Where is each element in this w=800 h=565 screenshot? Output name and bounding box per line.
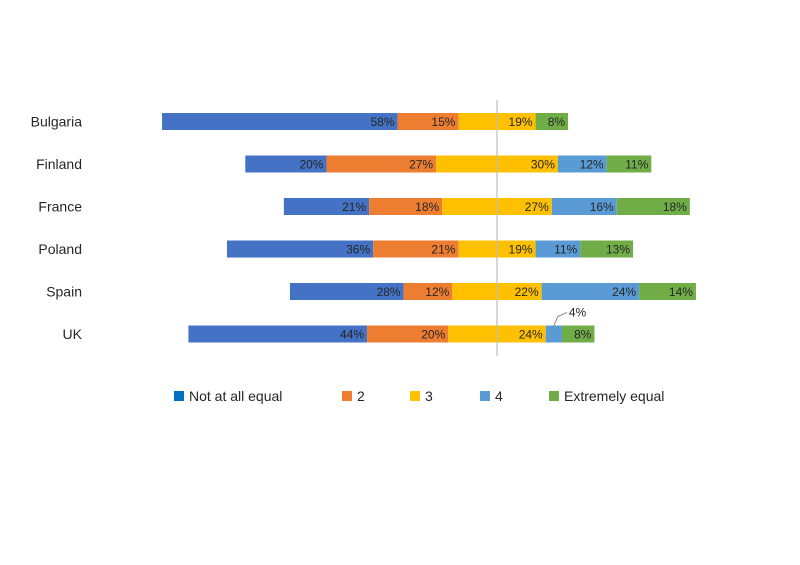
bar-france-series-4: [551, 198, 617, 215]
bar-france-series-2: [369, 198, 443, 215]
value-label-poland-series-5: 13%: [606, 243, 630, 257]
bar-finland-series-1: [245, 155, 327, 173]
callout-label-uk: 4%: [569, 306, 587, 320]
value-label-france-series-1: 21%: [342, 200, 366, 214]
category-label-france: France: [38, 199, 82, 215]
value-label-france-series-2: 18%: [415, 200, 439, 214]
bar-poland-series-4: [535, 240, 581, 258]
bar-uk-series-2: [367, 325, 449, 343]
bar-finland-series-5: [606, 155, 652, 173]
category-label-bulgaria: Bulgaria: [31, 114, 83, 130]
legend-swatch-1: [174, 391, 184, 401]
category-label-spain: Spain: [46, 284, 82, 300]
legend-label-3: 3: [425, 388, 433, 404]
value-label-bulgaria-series-3: 19%: [509, 115, 533, 129]
callout-leader-uk: [553, 312, 568, 326]
bar-uk-series-1: [188, 325, 368, 343]
category-label-uk: UK: [63, 326, 83, 342]
value-label-uk-series-5: 8%: [574, 328, 592, 342]
legend-label-4: 4: [495, 388, 503, 404]
value-label-poland-series-4: 11%: [554, 243, 577, 257]
legend-swatch-5: [549, 391, 559, 401]
bar-finland-series-4: [557, 155, 607, 173]
value-label-poland-series-1: 36%: [346, 243, 370, 257]
value-label-spain-series-1: 28%: [377, 285, 401, 299]
value-label-finland-series-4: 12%: [580, 158, 604, 172]
legend-label-5: Extremely equal: [564, 388, 664, 404]
value-label-france-series-5: 18%: [663, 200, 687, 214]
labels-layer: Bulgaria 58% 15% 19% 8% Finland 20% 27% 30% 12% 11…: [31, 114, 694, 343]
value-label-finland-series-1: 20%: [299, 158, 323, 172]
value-label-poland-series-3: 19%: [509, 243, 533, 257]
bars-layer: [162, 113, 696, 343]
legend: Not at all equal 2 3 4 Extremely equal: [174, 388, 664, 404]
bar-uk-series-5: [561, 325, 595, 343]
value-label-finland-series-5: 11%: [625, 158, 648, 172]
bar-france-series-5: [616, 198, 690, 215]
value-label-spain-series-2: 12%: [425, 285, 449, 299]
category-label-poland: Poland: [38, 241, 82, 257]
legend-swatch-4: [480, 391, 490, 401]
legend-swatch-2: [342, 391, 352, 401]
value-label-spain-series-4: 24%: [612, 285, 636, 299]
value-label-bulgaria-series-2: 15%: [431, 115, 455, 129]
legend-label-1: Not at all equal: [189, 388, 282, 404]
bar-poland-series-5: [580, 240, 634, 258]
value-label-uk-series-1: 44%: [340, 328, 364, 342]
value-label-poland-series-2: 21%: [431, 243, 455, 257]
value-label-bulgaria-series-5: 8%: [548, 115, 566, 129]
value-label-finland-series-2: 27%: [409, 158, 433, 172]
bar-uk-series-4: [545, 325, 562, 343]
value-label-spain-series-3: 22%: [515, 285, 539, 299]
bar-france-series-1: [283, 198, 370, 215]
value-label-bulgaria-series-1: 58%: [370, 115, 394, 129]
bar-spain-series-5: [639, 283, 696, 300]
value-label-france-series-4: 16%: [590, 200, 614, 214]
bar-bulgaria-series-5: [535, 113, 569, 130]
value-label-finland-series-3: 30%: [531, 158, 555, 172]
bar-spain-series-1: [289, 283, 404, 300]
legend-label-2: 2: [357, 388, 365, 404]
bar-spain-series-4: [541, 283, 640, 300]
value-label-spain-series-5: 14%: [669, 285, 693, 299]
value-label-uk-series-3: 24%: [519, 328, 543, 342]
value-label-france-series-3: 27%: [525, 200, 549, 214]
bar-finland-series-2: [326, 155, 437, 173]
value-label-uk-series-2: 20%: [421, 328, 445, 342]
bar-spain-series-2: [403, 283, 453, 300]
bar-bulgaria-series-2: [397, 113, 459, 130]
bar-poland-series-1: [227, 240, 374, 258]
bar-poland-series-2: [373, 240, 459, 258]
bar-bulgaria-series-1: [162, 113, 398, 130]
category-label-finland: Finland: [36, 156, 82, 172]
legend-swatch-3: [410, 391, 420, 401]
